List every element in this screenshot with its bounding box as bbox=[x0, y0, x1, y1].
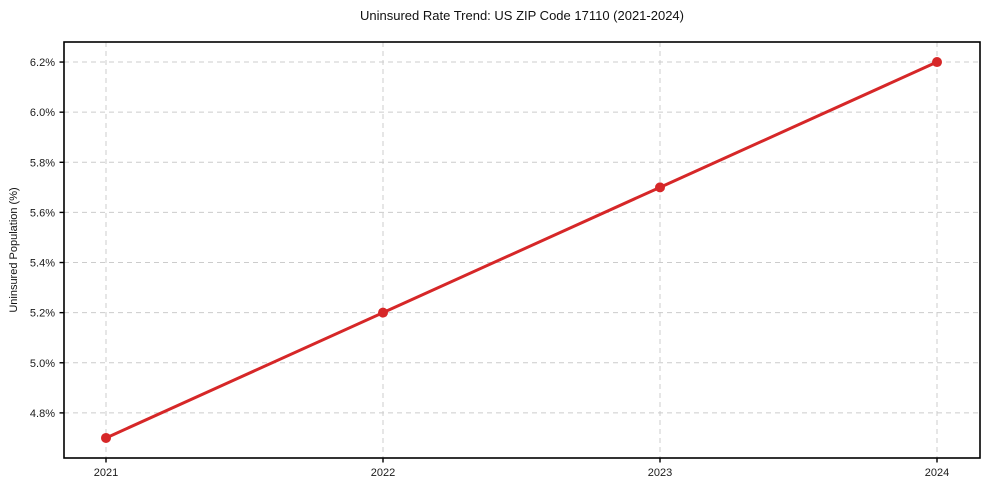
x-tick-label: 2021 bbox=[94, 467, 118, 479]
x-tick-label: 2023 bbox=[648, 467, 672, 479]
chart-title: Uninsured Rate Trend: US ZIP Code 17110 … bbox=[360, 8, 684, 23]
x-tick-label: 2024 bbox=[925, 467, 949, 479]
data-point-2024 bbox=[932, 57, 942, 68]
y-tick-label: 6.0% bbox=[30, 107, 55, 119]
data-point-2022 bbox=[378, 307, 388, 318]
data-point-2023 bbox=[655, 182, 665, 193]
data-point-2021 bbox=[101, 432, 111, 443]
x-tick-label: 2022 bbox=[371, 467, 395, 479]
plot-border bbox=[63, 41, 981, 459]
y-tick-label: 5.8% bbox=[30, 157, 55, 169]
y-tick-label: 6.2% bbox=[30, 57, 55, 69]
y-tick-label: 5.4% bbox=[30, 258, 55, 270]
y-tick-label: 5.2% bbox=[30, 308, 55, 320]
y-tick-label: 5.6% bbox=[30, 207, 55, 219]
y-tick-label: 5.0% bbox=[30, 358, 55, 370]
trend-line bbox=[104, 60, 939, 440]
y-tick-label: 4.8% bbox=[30, 408, 55, 420]
